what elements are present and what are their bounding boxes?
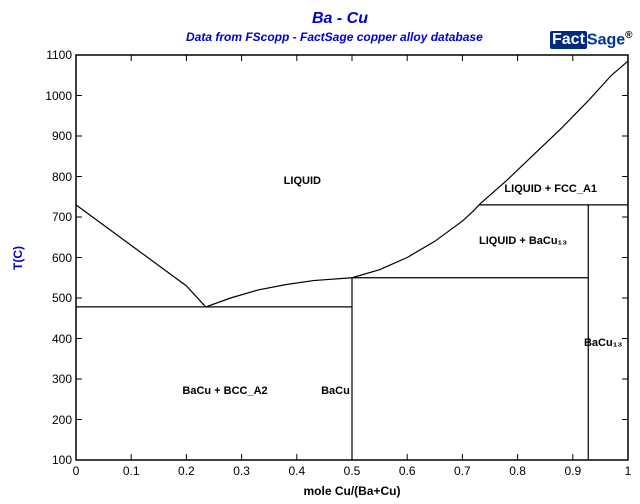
- y-tick: 300: [32, 372, 72, 386]
- x-tick: 1: [608, 464, 640, 478]
- x-tick: 0.5: [332, 464, 372, 478]
- y-tick: 900: [32, 129, 72, 143]
- y-tick: 400: [32, 332, 72, 346]
- y-axis-label: T(C): [11, 246, 25, 270]
- y-tick: 1000: [32, 89, 72, 103]
- y-tick: 700: [32, 210, 72, 224]
- region-label: BaCu + BCC_A2: [182, 385, 267, 397]
- y-tick: 800: [32, 170, 72, 184]
- region-label: LIQUID + BaCu₁₃: [479, 235, 567, 247]
- x-tick: 0.7: [442, 464, 482, 478]
- x-tick: 0.4: [277, 464, 317, 478]
- region-label: BaCu₁₃: [584, 337, 622, 349]
- y-tick: 500: [32, 291, 72, 305]
- x-axis-label: mole Cu/(Ba+Cu): [303, 484, 400, 498]
- x-tick: 0.2: [166, 464, 206, 478]
- phase-diagram-plot: [0, 0, 640, 504]
- x-tick: 0.8: [498, 464, 538, 478]
- x-tick: 0.9: [553, 464, 593, 478]
- y-tick: 100: [32, 453, 72, 467]
- x-tick: 0.3: [222, 464, 262, 478]
- y-tick: 200: [32, 413, 72, 427]
- x-tick: 0.1: [111, 464, 151, 478]
- y-tick: 1100: [32, 48, 72, 62]
- x-tick: 0.6: [387, 464, 427, 478]
- region-label: LIQUID: [284, 175, 321, 187]
- region-label: BaCu: [321, 385, 350, 397]
- y-tick: 600: [32, 251, 72, 265]
- region-label: LIQUID + FCC_A1: [504, 183, 597, 195]
